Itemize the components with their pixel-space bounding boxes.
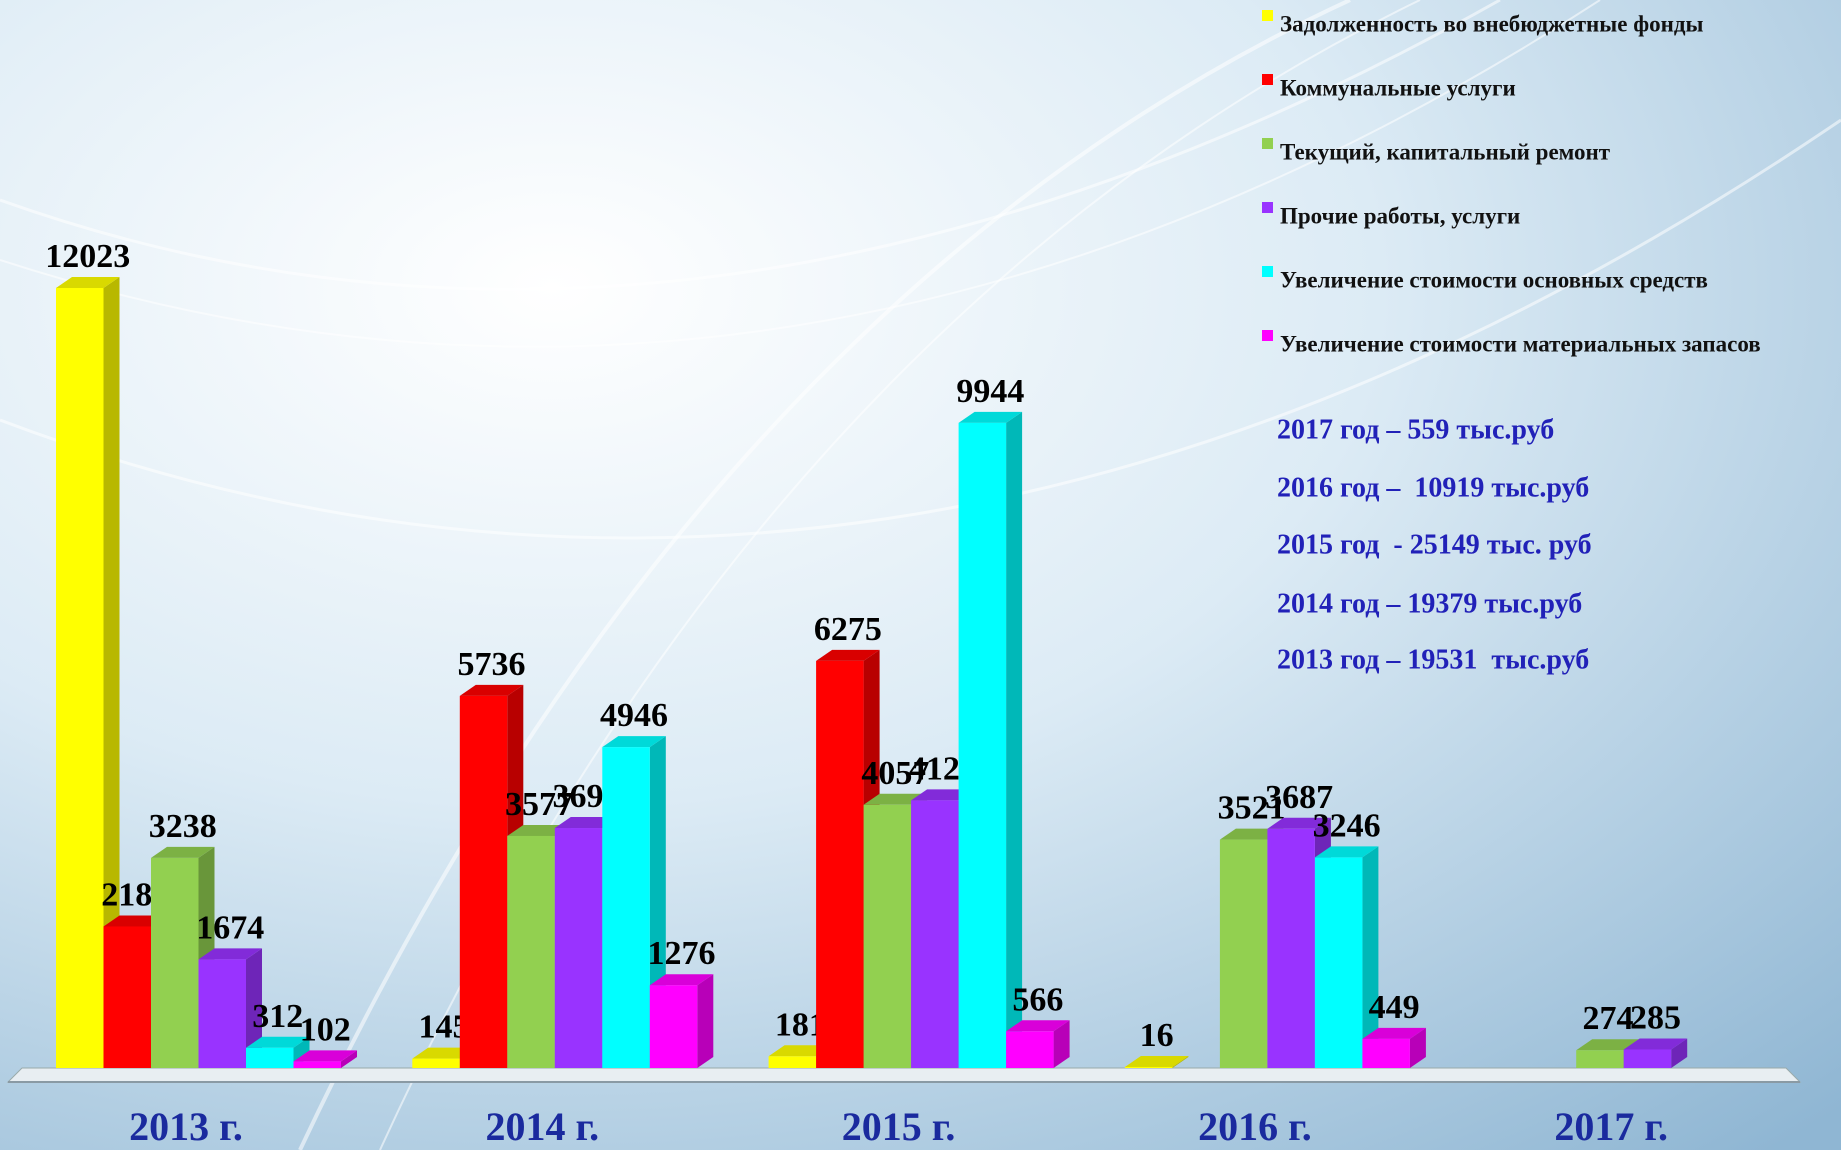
legend-label: Прочие работы, услуги: [1280, 203, 1520, 228]
legend-label: Текущий, капитальный ремонт: [1280, 139, 1611, 164]
legend-swatch: [1262, 202, 1273, 213]
x-tick-label: 2016 г.: [1198, 1104, 1312, 1149]
legend-swatch: [1262, 266, 1273, 277]
floor: [8, 1068, 1800, 1082]
bar: [769, 1056, 817, 1068]
bar: [199, 959, 247, 1068]
bar-side: [1006, 412, 1022, 1068]
legend-label: Коммунальные услуги: [1280, 75, 1516, 100]
value-label: 312: [252, 998, 303, 1035]
value-label: 6275: [814, 611, 882, 648]
legend-label: Задолженность во внебюджетные фонды: [1280, 11, 1704, 36]
chart: 2013 г.120232182323816743121022014 г.145…: [0, 0, 1841, 1150]
legend-label: Увеличение стоимости материальных запасо…: [1280, 331, 1761, 356]
bar: [507, 836, 555, 1068]
bar-side: [697, 974, 713, 1068]
bar: [1125, 1067, 1173, 1068]
value-label: 285: [1630, 1000, 1681, 1037]
bar: [1267, 829, 1315, 1068]
value-label: 4946: [600, 697, 668, 734]
value-label: 9944: [956, 373, 1024, 410]
bar: [1220, 840, 1268, 1068]
bar: [1362, 1039, 1410, 1068]
legend-swatch: [1262, 10, 1273, 21]
value-label: 1276: [648, 935, 716, 972]
value-label: 449: [1369, 989, 1420, 1026]
bar: [1624, 1050, 1672, 1068]
bar: [294, 1061, 342, 1068]
bar: [104, 926, 152, 1068]
bar: [246, 1048, 294, 1068]
bar: [460, 696, 508, 1068]
annotation: 2014 год – 19379 тыс.руб: [1277, 588, 1582, 619]
bar: [816, 661, 864, 1068]
bar: [959, 423, 1007, 1068]
annotation: 2015 год - 25149 тыс. руб: [1277, 529, 1592, 560]
value-label: 16: [1140, 1017, 1174, 1054]
bar: [1315, 857, 1363, 1068]
bar: [56, 288, 104, 1068]
value-label: 274: [1582, 1000, 1633, 1037]
bar: [911, 800, 959, 1068]
bar: [1006, 1031, 1054, 1068]
bar: [151, 858, 199, 1068]
value-label: 566: [1012, 981, 1063, 1018]
value-label: 12023: [45, 238, 130, 275]
x-tick-label: 2014 г.: [485, 1104, 599, 1149]
bar: [1576, 1050, 1624, 1068]
value-label: 3246: [1313, 807, 1381, 844]
bar: [650, 985, 698, 1068]
annotation: 2013 год – 19531 тыс.руб: [1277, 644, 1589, 675]
annotation: 2016 год – 10919 тыс.руб: [1277, 472, 1589, 503]
value-label: 5736: [458, 646, 526, 683]
bar: [555, 828, 603, 1068]
annotation: 2017 год – 559 тыс.руб: [1277, 414, 1554, 445]
legend-swatch: [1262, 330, 1273, 341]
value-label: 102: [300, 1011, 351, 1048]
bar: [602, 747, 650, 1068]
bar: [864, 805, 912, 1068]
legend-swatch: [1262, 138, 1273, 149]
x-tick-label: 2015 г.: [842, 1104, 956, 1149]
legend-swatch: [1262, 74, 1273, 85]
x-tick-label: 2017 г.: [1554, 1104, 1668, 1149]
legend-label: Увеличение стоимости основных средств: [1280, 267, 1708, 292]
x-tick-label: 2013 г.: [129, 1104, 243, 1149]
bar: [412, 1059, 460, 1068]
value-label: 1674: [196, 909, 264, 946]
value-label: 3238: [149, 808, 217, 845]
